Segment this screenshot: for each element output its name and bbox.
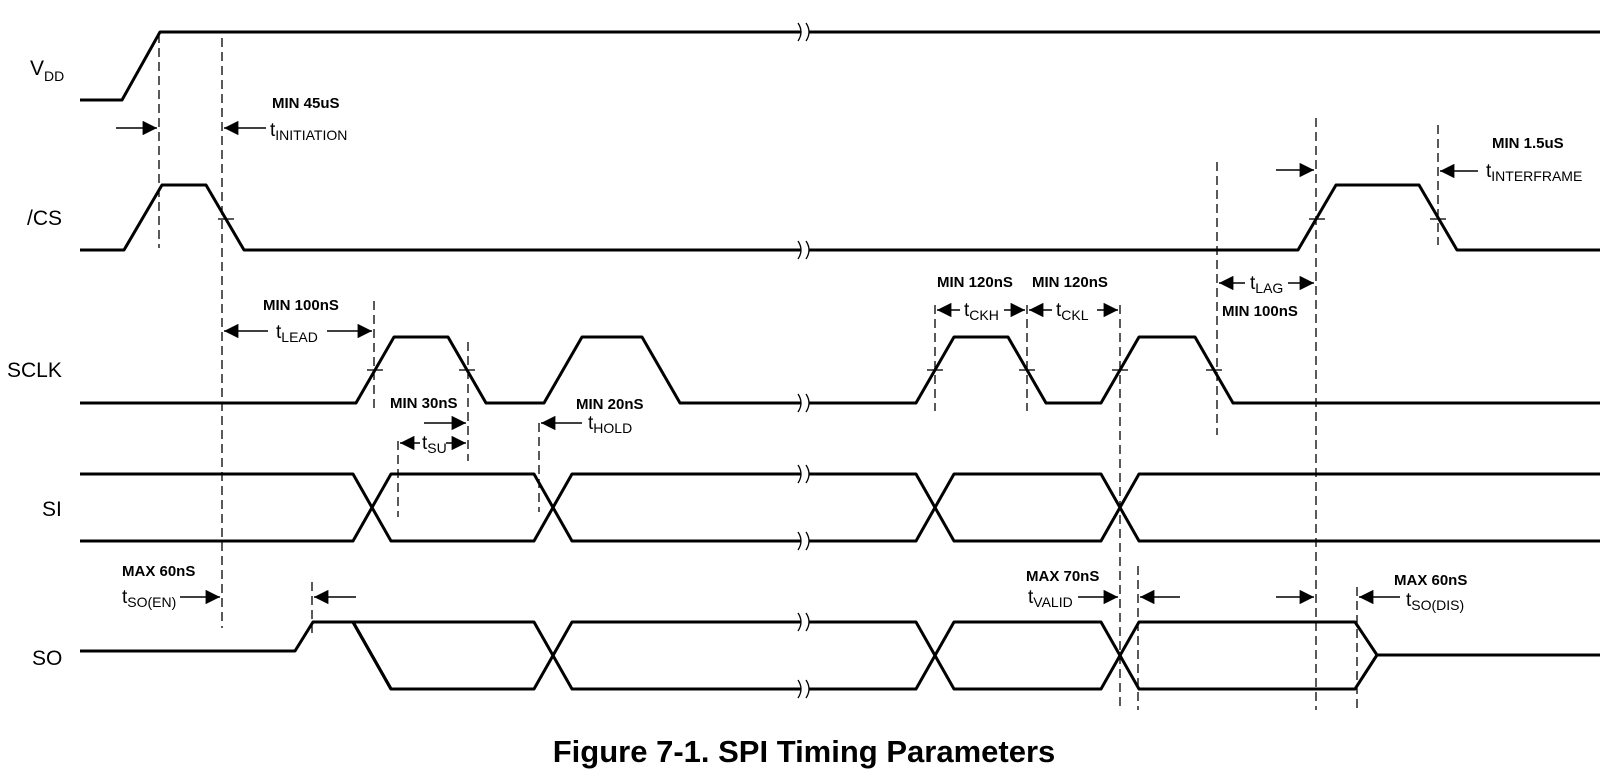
so-dis-limit: MAX 60nS [1394, 572, 1467, 589]
valid-param: tVALID [1028, 587, 1073, 610]
ckh-limit: MIN 120nS [937, 274, 1013, 291]
so-label: SO [32, 647, 62, 670]
vdd-waveform [80, 30, 1600, 102]
cs-label: /CS [27, 207, 62, 230]
so-en-limit: MAX 60nS [122, 563, 195, 580]
initiation-limit: MIN 45uS [272, 95, 340, 112]
so-waveform [80, 620, 1600, 691]
lead-limit: MIN 100nS [263, 297, 339, 314]
valid-limit: MAX 70nS [1026, 568, 1099, 585]
su-param: tSU [422, 433, 447, 456]
hold-limit: MIN 20nS [576, 396, 644, 413]
vdd-label: VDD [30, 57, 64, 84]
initiation-param: tINITIATION [270, 120, 347, 143]
lag-param: tLAG [1250, 273, 1283, 296]
hold-param: tHOLD [588, 413, 632, 436]
so-en-param: tSO(EN) [122, 587, 176, 610]
su-limit: MIN 30nS [390, 395, 458, 412]
lag-limit: MIN 100nS [1222, 303, 1298, 320]
cs-waveform [80, 183, 1600, 252]
si-label: SI [42, 498, 62, 521]
interframe-limit: MIN 1.5uS [1492, 135, 1564, 152]
figure-caption: Figure 7-1. SPI Timing Parameters [553, 734, 1056, 769]
ckh-param: tCKH [964, 300, 999, 323]
sclk-waveform [80, 335, 1600, 405]
si-waveform [80, 472, 1600, 543]
ckl-param: tCKL [1056, 300, 1089, 323]
interframe-param: tINTERFRAME [1486, 161, 1582, 184]
sclk-label: SCLK [7, 359, 62, 382]
time-break-markers [797, 22, 810, 699]
ckl-limit: MIN 120nS [1032, 274, 1108, 291]
so-dis-param: tSO(DIS) [1406, 590, 1464, 613]
lead-param: tLEAD [276, 322, 318, 345]
reference-lines [158, 34, 1439, 710]
timing-arrows [116, 120, 1478, 605]
